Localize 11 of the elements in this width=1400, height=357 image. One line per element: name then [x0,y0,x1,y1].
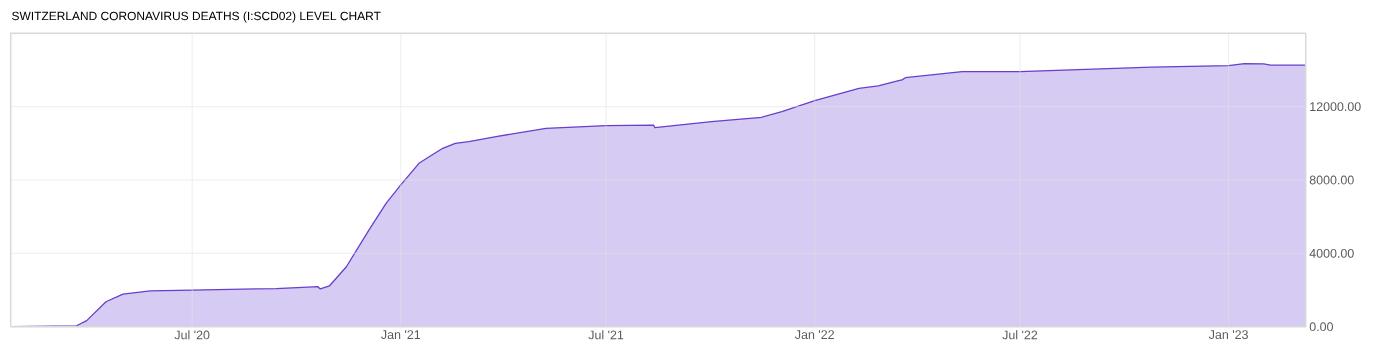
x-tick-label: Jan '21 [381,330,421,340]
y-tick-label: 0.00 [1309,322,1333,332]
x-tick-label: Jul '20 [174,330,210,340]
x-tick-label: Jul '21 [588,330,624,340]
x-tick-label: Jan '23 [1208,330,1248,340]
y-tick-label: 4000.00 [1309,248,1354,258]
x-tick-label: Jan '22 [795,330,834,340]
y-tick-label: 8000.00 [1309,175,1354,185]
y-tick-label: 12000.00 [1310,102,1361,112]
x-tick-label: Jul '22 [1002,330,1038,340]
chart-title: SWITZERLAND CORONAVIRUS DEATHS (I:SCD02) LEVEL CHART [12,11,381,23]
